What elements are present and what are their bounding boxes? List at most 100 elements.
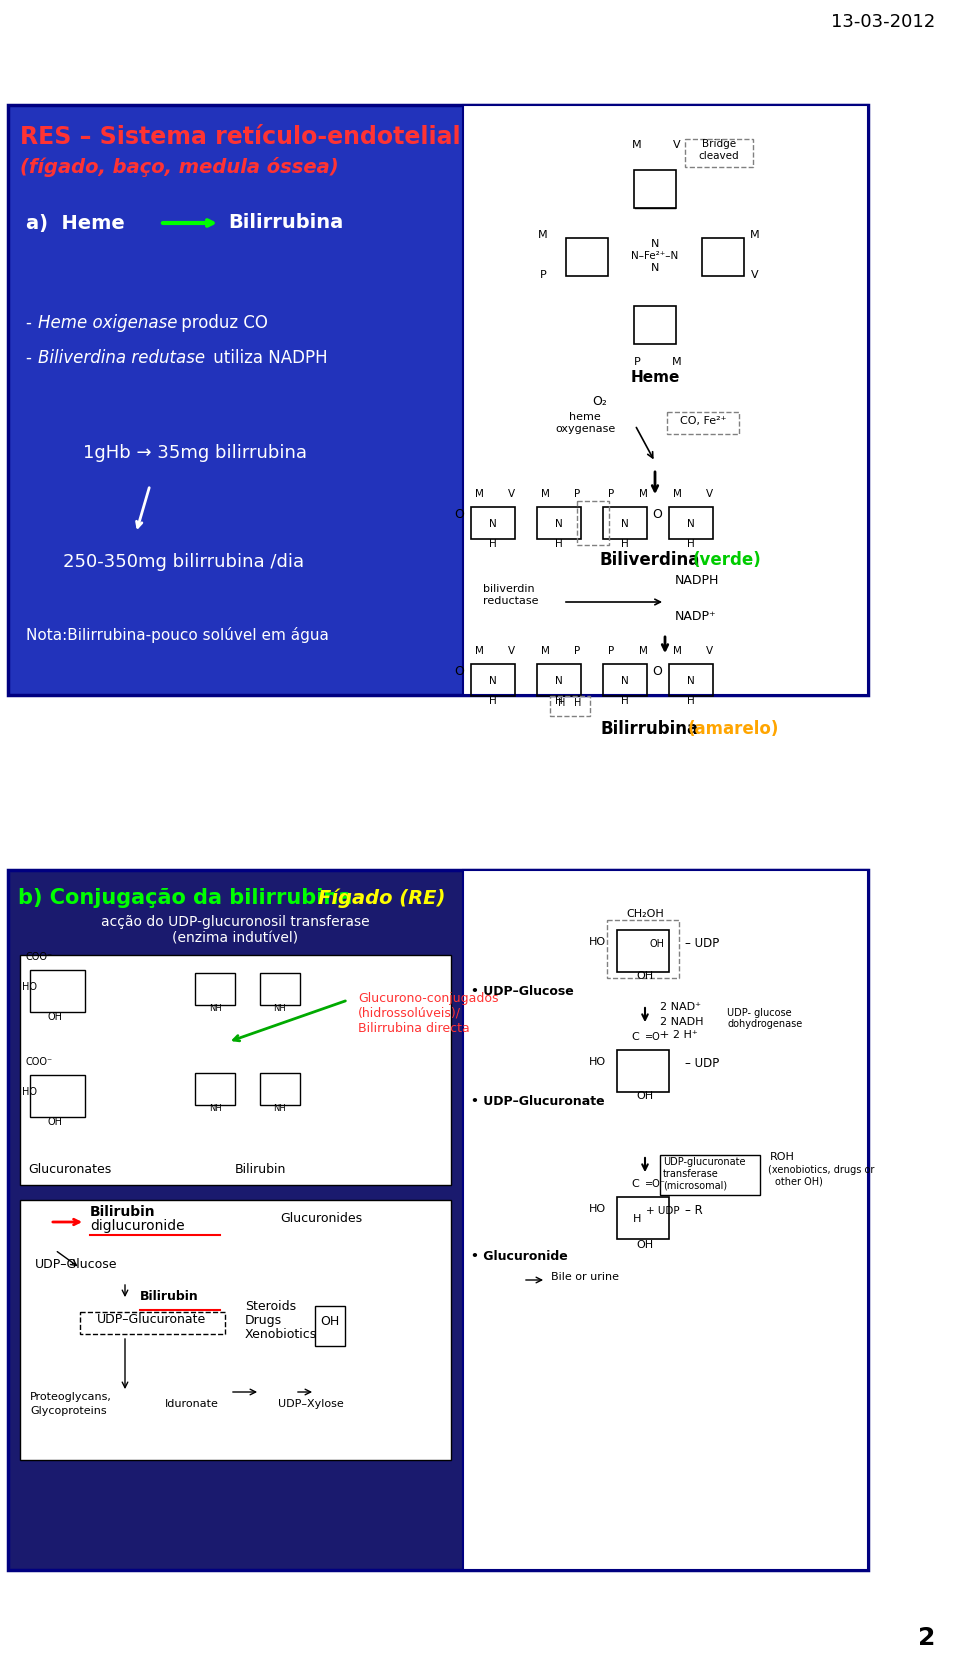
- Bar: [260, 973, 300, 1005]
- Text: M: M: [540, 645, 549, 655]
- Text: M: M: [672, 358, 682, 366]
- Bar: [617, 1197, 669, 1239]
- Bar: [617, 930, 669, 971]
- Text: M: M: [474, 645, 484, 655]
- Text: P: P: [634, 358, 640, 366]
- Text: UDP–Glucose: UDP–Glucose: [35, 1257, 117, 1271]
- Text: N: N: [651, 239, 660, 249]
- Text: acção do UDP-glucuronosil transferase
(enzima indutível): acção do UDP-glucuronosil transferase (e…: [101, 915, 370, 945]
- Text: Glucuronates: Glucuronates: [29, 1164, 111, 1175]
- Bar: [8, 105, 868, 696]
- Text: M: M: [673, 645, 682, 655]
- Text: -: -: [26, 349, 37, 366]
- Text: HO: HO: [588, 936, 606, 946]
- Text: 1gHb → 35mg bilirrubina: 1gHb → 35mg bilirrubina: [83, 445, 307, 461]
- Text: other OH): other OH): [775, 1177, 823, 1187]
- Text: Drugs: Drugs: [245, 1314, 282, 1328]
- Text: heme
oxygenase: heme oxygenase: [555, 413, 615, 435]
- Bar: [669, 664, 713, 696]
- Text: UDP–Glucuronate: UDP–Glucuronate: [97, 1313, 206, 1326]
- Text: Xenobiotics: Xenobiotics: [245, 1328, 317, 1341]
- Bar: [471, 664, 515, 696]
- Bar: [195, 973, 235, 1005]
- Text: N: N: [621, 675, 629, 686]
- Text: OH: OH: [636, 1092, 654, 1100]
- Text: H: H: [687, 538, 695, 548]
- Text: NH: NH: [274, 1104, 286, 1114]
- Text: Biliverdina: Biliverdina: [600, 552, 700, 568]
- Text: b) Conjugação da bilirrubina: b) Conjugação da bilirrubina: [18, 888, 352, 908]
- Text: H: H: [555, 696, 563, 706]
- Text: H: H: [621, 538, 629, 548]
- Bar: [537, 507, 581, 538]
- Text: H: H: [621, 696, 629, 706]
- Text: P: P: [574, 645, 580, 655]
- Bar: [8, 869, 868, 1570]
- Text: O: O: [652, 508, 662, 522]
- Text: M: M: [638, 645, 647, 655]
- Text: biliverdin
reductase: biliverdin reductase: [483, 585, 539, 605]
- Text: H: H: [687, 696, 695, 706]
- Text: OH: OH: [650, 940, 664, 950]
- Text: Heme: Heme: [631, 370, 680, 385]
- Text: NADPH: NADPH: [675, 573, 719, 587]
- Text: M: M: [540, 488, 549, 498]
- Text: (xenobiotics, drugs or: (xenobiotics, drugs or: [768, 1165, 875, 1175]
- Text: V: V: [673, 140, 681, 150]
- Text: N: N: [555, 518, 563, 528]
- Text: Bilirrubina: Bilirrubina: [601, 721, 699, 737]
- Text: HO: HO: [22, 981, 37, 991]
- Text: – UDP: – UDP: [685, 936, 719, 950]
- Text: (verde): (verde): [692, 552, 761, 568]
- Bar: [20, 1200, 451, 1460]
- Text: N: N: [490, 518, 497, 528]
- Text: (microsomal): (microsomal): [663, 1180, 727, 1190]
- Text: N: N: [555, 675, 563, 686]
- Bar: [603, 507, 647, 538]
- Text: N: N: [687, 518, 695, 528]
- Text: P: P: [574, 488, 580, 498]
- Bar: [634, 171, 676, 207]
- Text: Heme oxigenase: Heme oxigenase: [38, 314, 178, 333]
- Text: UDP-glucuronate: UDP-glucuronate: [663, 1157, 746, 1167]
- Text: dohydrogenase: dohydrogenase: [727, 1018, 803, 1028]
- Text: Bilirubin: Bilirubin: [234, 1164, 286, 1175]
- Text: HO: HO: [22, 1087, 37, 1097]
- Text: M: M: [633, 140, 642, 150]
- Text: + 2 H⁺: + 2 H⁺: [660, 1030, 698, 1040]
- Text: UDP- glucose: UDP- glucose: [727, 1008, 792, 1018]
- Text: Steroids: Steroids: [245, 1301, 296, 1313]
- Bar: [617, 1050, 669, 1092]
- Text: O: O: [454, 665, 464, 679]
- Text: transferase: transferase: [663, 1169, 719, 1179]
- Text: N: N: [621, 518, 629, 528]
- Bar: [30, 970, 85, 1012]
- Text: Bile or urine: Bile or urine: [551, 1272, 619, 1282]
- Text: N: N: [651, 263, 660, 273]
- Text: P: P: [540, 269, 546, 279]
- Text: HO: HO: [588, 1204, 606, 1214]
- Text: H: H: [555, 538, 563, 548]
- Text: -: -: [26, 314, 37, 333]
- Text: H: H: [490, 538, 497, 548]
- Text: a)  Heme: a) Heme: [26, 214, 125, 232]
- Text: Iduronate: Iduronate: [165, 1399, 219, 1409]
- Text: COO⁻: COO⁻: [25, 1057, 52, 1067]
- Text: Bilirubin: Bilirubin: [140, 1291, 199, 1302]
- Text: O₂: O₂: [592, 395, 608, 408]
- Bar: [195, 1073, 235, 1105]
- Text: Biliverdina redutase: Biliverdina redutase: [38, 349, 205, 366]
- Bar: [607, 920, 679, 978]
- Bar: [603, 664, 647, 696]
- Text: M: M: [474, 488, 484, 498]
- Text: NADP⁺: NADP⁺: [675, 610, 716, 624]
- Bar: [685, 139, 753, 167]
- Bar: [30, 1075, 85, 1117]
- Bar: [315, 1306, 345, 1346]
- Text: N–Fe²⁺–N: N–Fe²⁺–N: [632, 251, 679, 261]
- Text: M: M: [539, 231, 548, 241]
- Bar: [260, 1073, 300, 1105]
- Text: UDP–Xylose: UDP–Xylose: [278, 1399, 344, 1409]
- Text: Proteoglycans,: Proteoglycans,: [30, 1393, 112, 1403]
- Text: + UDP: + UDP: [646, 1206, 680, 1216]
